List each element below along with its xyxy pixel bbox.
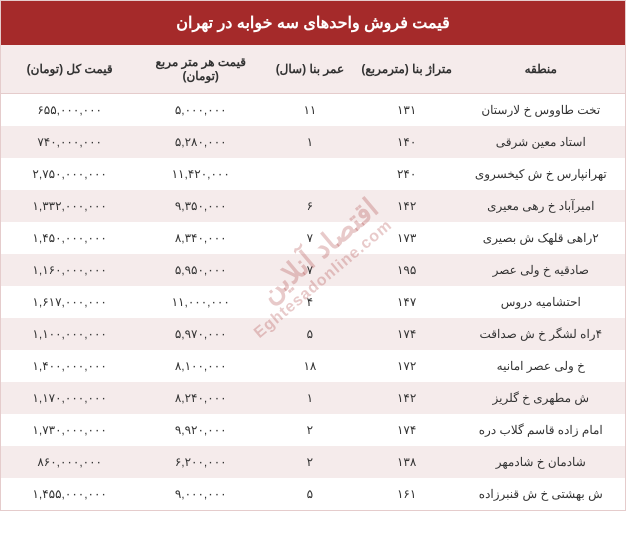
cell-age: ۶: [263, 190, 357, 222]
cell-price-total: ۱,۳۳۲,۰۰۰,۰۰۰: [1, 190, 138, 222]
table-row: خ ولی عصر امانیه۱۷۲۱۸۸,۱۰۰,۰۰۰۱,۴۰۰,۰۰۰,…: [1, 350, 625, 382]
cell-region: ش بهشتی خ ش قنبرزاده: [457, 478, 625, 510]
cell-region: ۴راه لشگر خ ش صداقت: [457, 318, 625, 350]
cell-region: احتشامیه دروس: [457, 286, 625, 318]
cell-area: ۲۴۰: [357, 158, 457, 190]
cell-price-total: ۱,۴۵۰,۰۰۰,۰۰۰: [1, 222, 138, 254]
col-header-area: متراژ بنا (مترمربع): [357, 45, 457, 94]
cell-price-per-m: ۶,۲۰۰,۰۰۰: [138, 446, 263, 478]
cell-region: ش مطهری خ گلریز: [457, 382, 625, 414]
table-row: احتشامیه دروس۱۴۷۴۱۱,۰۰۰,۰۰۰۱,۶۱۷,۰۰۰,۰۰۰: [1, 286, 625, 318]
cell-age: ۲: [263, 446, 357, 478]
table-row: ۲راهی قلهک ش بصیری۱۷۳۷۸,۳۴۰,۰۰۰۱,۴۵۰,۰۰۰…: [1, 222, 625, 254]
cell-price-per-m: ۹,۰۰۰,۰۰۰: [138, 478, 263, 510]
col-header-region: منطقه: [457, 45, 625, 94]
cell-area: ۱۳۱: [357, 94, 457, 127]
cell-price-per-m: ۵,۲۸۰,۰۰۰: [138, 126, 263, 158]
cell-price-per-m: ۵,۹۷۰,۰۰۰: [138, 318, 263, 350]
col-header-price-per-m: قیمت هر متر مربع (تومان): [138, 45, 263, 94]
cell-price-total: ۱,۱۶۰,۰۰۰,۰۰۰: [1, 254, 138, 286]
cell-region: امیرآباد خ رهی معیری: [457, 190, 625, 222]
cell-area: ۱۴۰: [357, 126, 457, 158]
cell-age: ۱۸: [263, 350, 357, 382]
table-body: تخت طاووس خ لارستان۱۳۱۱۱۵,۰۰۰,۰۰۰۶۵۵,۰۰۰…: [1, 94, 625, 511]
cell-price-total: ۱,۱۷۰,۰۰۰,۰۰۰: [1, 382, 138, 414]
table-row: امیرآباد خ رهی معیری۱۴۲۶۹,۳۵۰,۰۰۰۱,۳۳۲,۰…: [1, 190, 625, 222]
cell-area: ۱۶۱: [357, 478, 457, 510]
col-header-price-total: قیمت کل (تومان): [1, 45, 138, 94]
cell-price-total: ۶۵۵,۰۰۰,۰۰۰: [1, 94, 138, 127]
cell-region: استاد معین شرقی: [457, 126, 625, 158]
table-title: قیمت فروش واحدهای سه خوابه در تهران: [1, 1, 625, 45]
price-table-container: قیمت فروش واحدهای سه خوابه در تهران منطق…: [0, 0, 626, 511]
cell-age: ۴: [263, 286, 357, 318]
cell-region: امام زاده قاسم گلاب دره: [457, 414, 625, 446]
cell-price-total: ۱,۴۵۵,۰۰۰,۰۰۰: [1, 478, 138, 510]
cell-price-per-m: ۸,۱۰۰,۰۰۰: [138, 350, 263, 382]
cell-area: ۱۴۲: [357, 382, 457, 414]
cell-area: ۱۴۲: [357, 190, 457, 222]
cell-area: ۱۷۴: [357, 414, 457, 446]
cell-area: ۱۷۲: [357, 350, 457, 382]
cell-price-per-m: ۸,۲۴۰,۰۰۰: [138, 382, 263, 414]
cell-price-total: ۱,۷۳۰,۰۰۰,۰۰۰: [1, 414, 138, 446]
cell-age: ۲: [263, 414, 357, 446]
table-row: ۴راه لشگر خ ش صداقت۱۷۴۵۵,۹۷۰,۰۰۰۱,۱۰۰,۰۰…: [1, 318, 625, 350]
cell-age: ۷: [263, 254, 357, 286]
table-row: تخت طاووس خ لارستان۱۳۱۱۱۵,۰۰۰,۰۰۰۶۵۵,۰۰۰…: [1, 94, 625, 127]
table-header-row: منطقه متراژ بنا (مترمربع) عمر بنا (سال) …: [1, 45, 625, 94]
cell-region: تخت طاووس خ لارستان: [457, 94, 625, 127]
cell-price-total: ۱,۶۱۷,۰۰۰,۰۰۰: [1, 286, 138, 318]
cell-price-per-m: ۸,۳۴۰,۰۰۰: [138, 222, 263, 254]
cell-area: ۱۷۳: [357, 222, 457, 254]
cell-price-per-m: ۱۱,۰۰۰,۰۰۰: [138, 286, 263, 318]
price-table: منطقه متراژ بنا (مترمربع) عمر بنا (سال) …: [1, 45, 625, 510]
cell-age: ۱: [263, 126, 357, 158]
table-row: شادمان خ شادمهر۱۳۸۲۶,۲۰۰,۰۰۰۸۶۰,۰۰۰,۰۰۰: [1, 446, 625, 478]
cell-price-per-m: ۱۱,۴۲۰,۰۰۰: [138, 158, 263, 190]
cell-price-per-m: ۹,۹۲۰,۰۰۰: [138, 414, 263, 446]
cell-price-total: ۷۴۰,۰۰۰,۰۰۰: [1, 126, 138, 158]
cell-price-per-m: ۵,۹۵۰,۰۰۰: [138, 254, 263, 286]
cell-area: ۱۷۴: [357, 318, 457, 350]
cell-age: ۵: [263, 478, 357, 510]
cell-price-total: ۱,۴۰۰,۰۰۰,۰۰۰: [1, 350, 138, 382]
cell-area: ۱۹۵: [357, 254, 457, 286]
cell-age: ۱: [263, 382, 357, 414]
cell-price-per-m: ۵,۰۰۰,۰۰۰: [138, 94, 263, 127]
cell-price-per-m: ۹,۳۵۰,۰۰۰: [138, 190, 263, 222]
col-header-age: عمر بنا (سال): [263, 45, 357, 94]
table-row: ش مطهری خ گلریز۱۴۲۱۸,۲۴۰,۰۰۰۱,۱۷۰,۰۰۰,۰۰…: [1, 382, 625, 414]
cell-age: [263, 158, 357, 190]
cell-age: ۱۱: [263, 94, 357, 127]
cell-region: ۲راهی قلهک ش بصیری: [457, 222, 625, 254]
table-row: ش بهشتی خ ش قنبرزاده۱۶۱۵۹,۰۰۰,۰۰۰۱,۴۵۵,۰…: [1, 478, 625, 510]
cell-age: ۷: [263, 222, 357, 254]
table-row: صادقیه خ ولی عصر۱۹۵۷۵,۹۵۰,۰۰۰۱,۱۶۰,۰۰۰,۰…: [1, 254, 625, 286]
table-row: استاد معین شرقی۱۴۰۱۵,۲۸۰,۰۰۰۷۴۰,۰۰۰,۰۰۰: [1, 126, 625, 158]
cell-age: ۵: [263, 318, 357, 350]
cell-price-total: ۱,۱۰۰,۰۰۰,۰۰۰: [1, 318, 138, 350]
cell-region: تهرانپارس خ ش کیخسروی: [457, 158, 625, 190]
cell-area: ۱۴۷: [357, 286, 457, 318]
cell-price-total: ۸۶۰,۰۰۰,۰۰۰: [1, 446, 138, 478]
table-row: تهرانپارس خ ش کیخسروی۲۴۰ ۱۱,۴۲۰,۰۰۰۲,۷۵۰,…: [1, 158, 625, 190]
cell-price-total: ۲,۷۵۰,۰۰۰,۰۰۰: [1, 158, 138, 190]
table-row: امام زاده قاسم گلاب دره۱۷۴۲۹,۹۲۰,۰۰۰۱,۷۳…: [1, 414, 625, 446]
cell-region: شادمان خ شادمهر: [457, 446, 625, 478]
cell-area: ۱۳۸: [357, 446, 457, 478]
cell-region: صادقیه خ ولی عصر: [457, 254, 625, 286]
cell-region: خ ولی عصر امانیه: [457, 350, 625, 382]
